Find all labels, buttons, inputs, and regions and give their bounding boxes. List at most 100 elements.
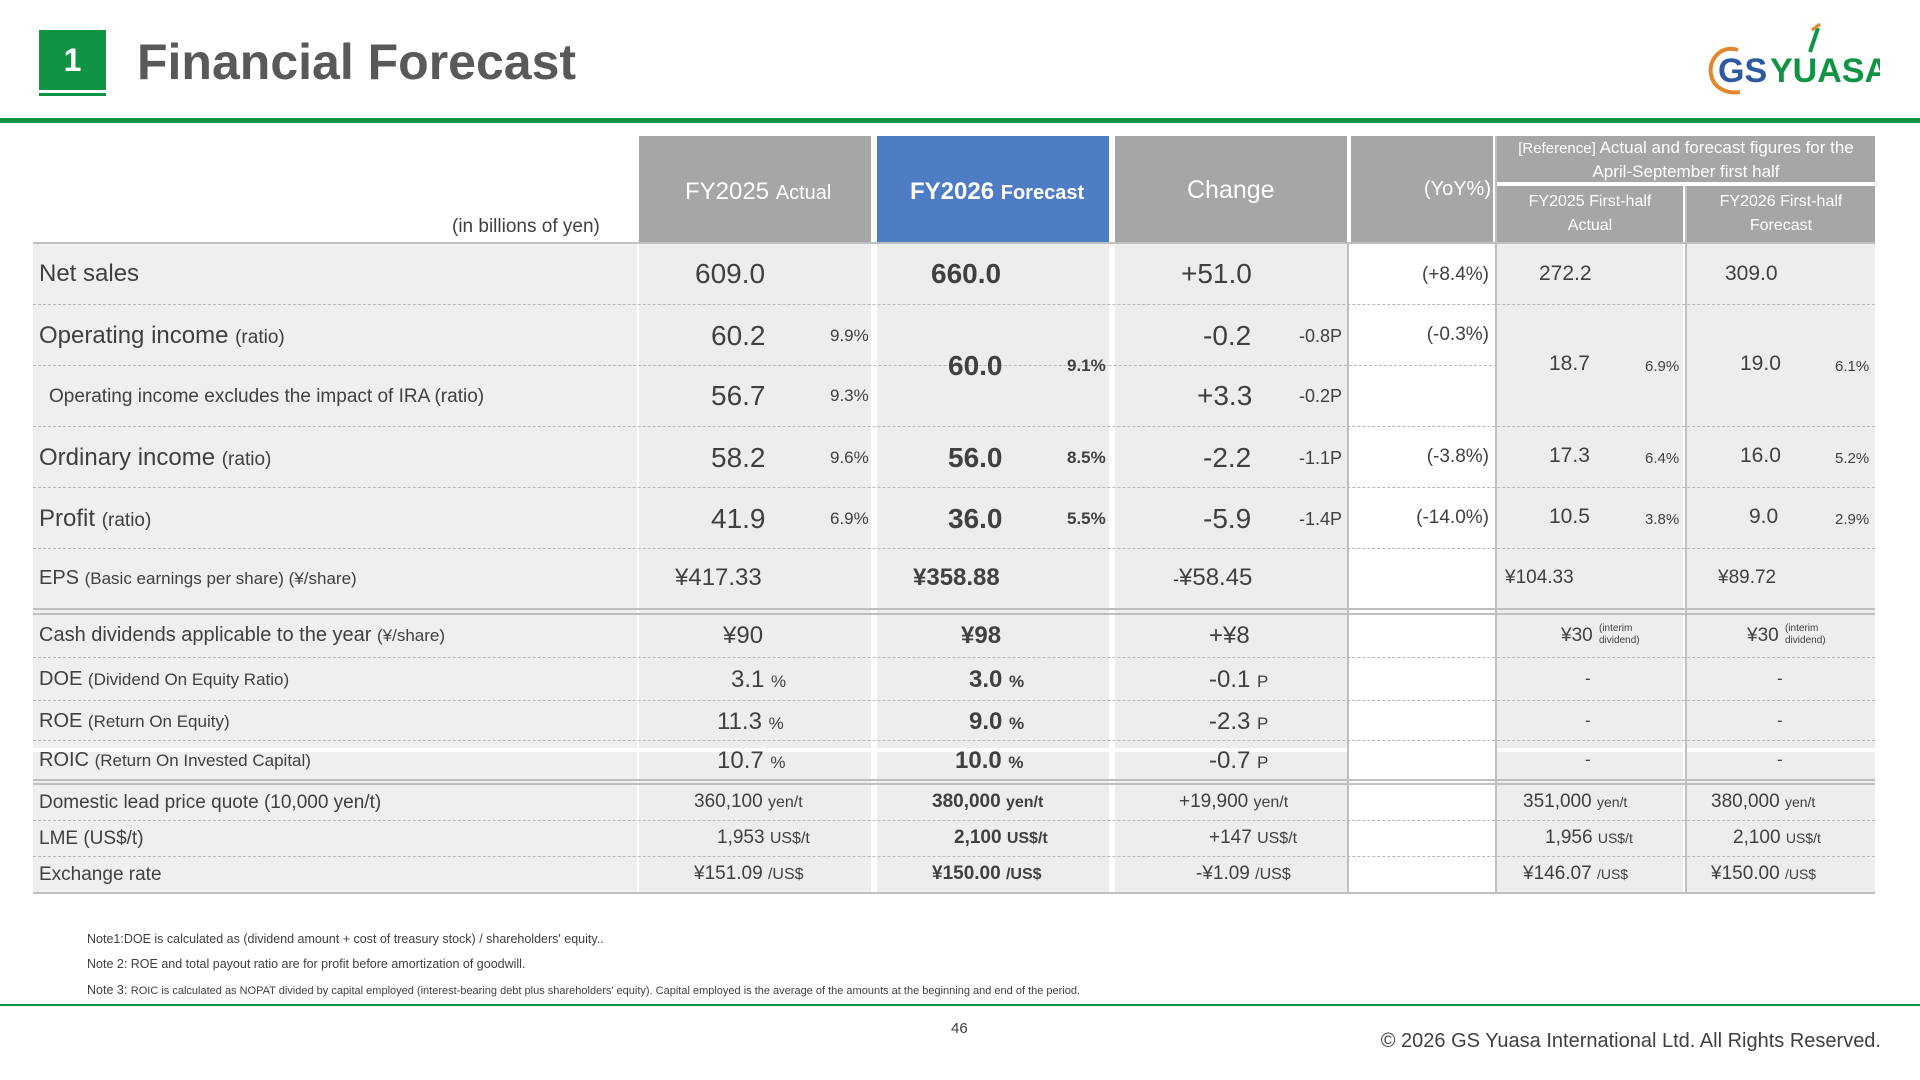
- rule-5: [33, 548, 1875, 549]
- ord-income-h126-ratio: 5.2%: [1835, 450, 1870, 467]
- label-column-bg: [33, 244, 637, 748]
- dividends-h125-note: (interim dividend): [1599, 623, 1640, 646]
- fx-fy26: ¥150.00 /US$: [932, 863, 1042, 884]
- note-3: Note 3: ROIC is calculated as NOPAT divi…: [87, 983, 1081, 997]
- roe-change: -2.3 P: [1209, 708, 1269, 735]
- eps-change: -¥58.45: [1173, 564, 1253, 591]
- header-h1-fy2025: FY2025 First-half Actual: [1497, 186, 1683, 242]
- ord-income-change: -2.2: [1203, 442, 1252, 473]
- ord-income-fy26-ratio: 8.5%: [1067, 448, 1106, 467]
- unit-label: (in billions of yen): [452, 216, 600, 237]
- col-bg-h125-lower: [1497, 752, 1683, 892]
- label-lme: LME (US$/t): [39, 828, 144, 849]
- label-lead: Domestic lead price quote (10,000 yen/t): [39, 792, 382, 813]
- note-2: Note 2: ROE and total payout ratio are f…: [87, 957, 526, 971]
- fx-change: -¥1.09 /US$: [1196, 863, 1291, 884]
- net-sales-h125: 272.2: [1539, 262, 1592, 285]
- net-sales-fy25: 609.0: [695, 258, 766, 289]
- lme-change: +147 US$/t: [1209, 827, 1298, 848]
- col-bg-change-lower: [1115, 752, 1347, 892]
- header-fy2025: FY2025 Actual: [639, 136, 871, 242]
- profit-fy26-ratio: 5.5%: [1067, 509, 1106, 528]
- dividends-h125: ¥30: [1561, 625, 1593, 646]
- rule-10b: [33, 783, 1875, 785]
- op-income-change: -0.2: [1203, 320, 1252, 351]
- op-income-ira-fy25: 56.7: [711, 380, 766, 411]
- eps-fy25: ¥417.33: [675, 564, 762, 591]
- profit-fy25: 41.9: [711, 503, 766, 534]
- label-fx: Exchange rate: [39, 864, 162, 885]
- rule-3: [33, 426, 1875, 427]
- label-roic: ROIC (Return On Invested Capital): [39, 749, 311, 771]
- rule-6: [33, 608, 1875, 610]
- vline-ref-mid: [1685, 186, 1687, 892]
- col-bg-fy25-lower: [639, 752, 871, 892]
- doe-change: -0.1 P: [1209, 666, 1269, 693]
- op-income-yoy: (-0.3%): [1426, 324, 1489, 345]
- col-bg-h125: [1497, 244, 1683, 748]
- net-sales-fy26: 660.0: [931, 258, 1002, 289]
- op-income-ira-fy25-ratio: 9.3%: [830, 386, 869, 405]
- vline-yoy-ref: [1495, 136, 1497, 892]
- header-reference: [Reference] Actual and forecast figures …: [1497, 136, 1875, 182]
- ord-income-h126: 16.0: [1740, 444, 1781, 467]
- ord-income-h125-ratio: 6.4%: [1645, 450, 1680, 467]
- footer-rule: [0, 1004, 1920, 1006]
- profit-fy25-ratio: 6.9%: [830, 509, 869, 528]
- lme-h126: 2,100 US$/t: [1733, 827, 1821, 848]
- profit-h125-ratio: 3.8%: [1645, 511, 1680, 528]
- rule-1: [33, 304, 1875, 305]
- col-bg-h126: [1687, 244, 1875, 748]
- roic-change: -0.7 P: [1209, 747, 1269, 774]
- section-number-badge: 1: [39, 30, 106, 90]
- roic-h126: -: [1777, 750, 1783, 769]
- doe-h126: -: [1777, 669, 1783, 688]
- label-ord-income: Ordinary income (ratio): [39, 444, 272, 471]
- rule-11: [33, 820, 1875, 821]
- col-bg-fy26-lower: [877, 752, 1109, 892]
- roic-fy25: 10.7 %: [717, 747, 786, 774]
- profit-yoy: (-14.0%): [1416, 507, 1489, 528]
- roic-h125: -: [1585, 750, 1591, 769]
- dividends-h126: ¥30: [1747, 625, 1779, 646]
- ord-income-fy25-ratio: 9.6%: [830, 448, 869, 467]
- header-yoy: (YoY%): [1351, 136, 1493, 242]
- fx-h126: ¥150.00 /US$: [1711, 863, 1817, 884]
- section-badge-underline: [39, 93, 106, 96]
- col-bg-h126-lower: [1687, 752, 1875, 892]
- label-op-income-ira: Operating income excludes the impact of …: [49, 386, 485, 407]
- lead-h126: 380,000 yen/t: [1711, 791, 1816, 812]
- vline-change-yoy: [1347, 244, 1349, 892]
- op-income-h125-ratio: 6.9%: [1645, 358, 1680, 375]
- col-bg-fy26: [877, 244, 1109, 748]
- rule-header-bottom: [33, 242, 1875, 244]
- logo-text-yuasa: YUASA: [1770, 52, 1880, 90]
- col-bg-fy25: [639, 244, 871, 748]
- label-doe: DOE (Dividend On Equity Ratio): [39, 668, 290, 690]
- dividends-fy25: ¥90: [723, 622, 764, 649]
- roic-fy26: 10.0 %: [955, 747, 1024, 774]
- header-change: Change: [1115, 136, 1347, 242]
- dividends-fy26: ¥98: [961, 622, 1002, 649]
- gs-yuasa-logo: GS YUASA: [1708, 22, 1880, 95]
- roe-h125: -: [1585, 711, 1591, 730]
- doe-h125: -: [1585, 669, 1591, 688]
- rule-6b: [33, 613, 1875, 615]
- doe-fy26: 3.0 %: [969, 666, 1025, 693]
- note-1: Note1:DOE is calculated as (dividend amo…: [87, 932, 604, 946]
- profit-h126: 9.0: [1749, 505, 1779, 528]
- ord-income-yoy: (-3.8%): [1426, 446, 1489, 467]
- op-income-fy25: 60.2: [711, 320, 766, 351]
- dividends-h126-note: (interim dividend): [1785, 623, 1826, 646]
- col-bg-change: [1115, 244, 1347, 748]
- col-bg-yoy: [1351, 244, 1493, 748]
- lme-fy25: 1,953 US$/t: [717, 827, 810, 848]
- roe-fy26: 9.0 %: [969, 708, 1025, 735]
- rule-12: [33, 856, 1875, 857]
- copyright: © 2026 GS Yuasa International Ltd. All R…: [1380, 1030, 1881, 1052]
- op-income-h126: 19.0: [1740, 352, 1781, 375]
- label-column-bg-lower: [33, 752, 637, 892]
- eps-h125: ¥104.33: [1505, 567, 1574, 588]
- op-income-h126-ratio: 6.1%: [1835, 358, 1870, 375]
